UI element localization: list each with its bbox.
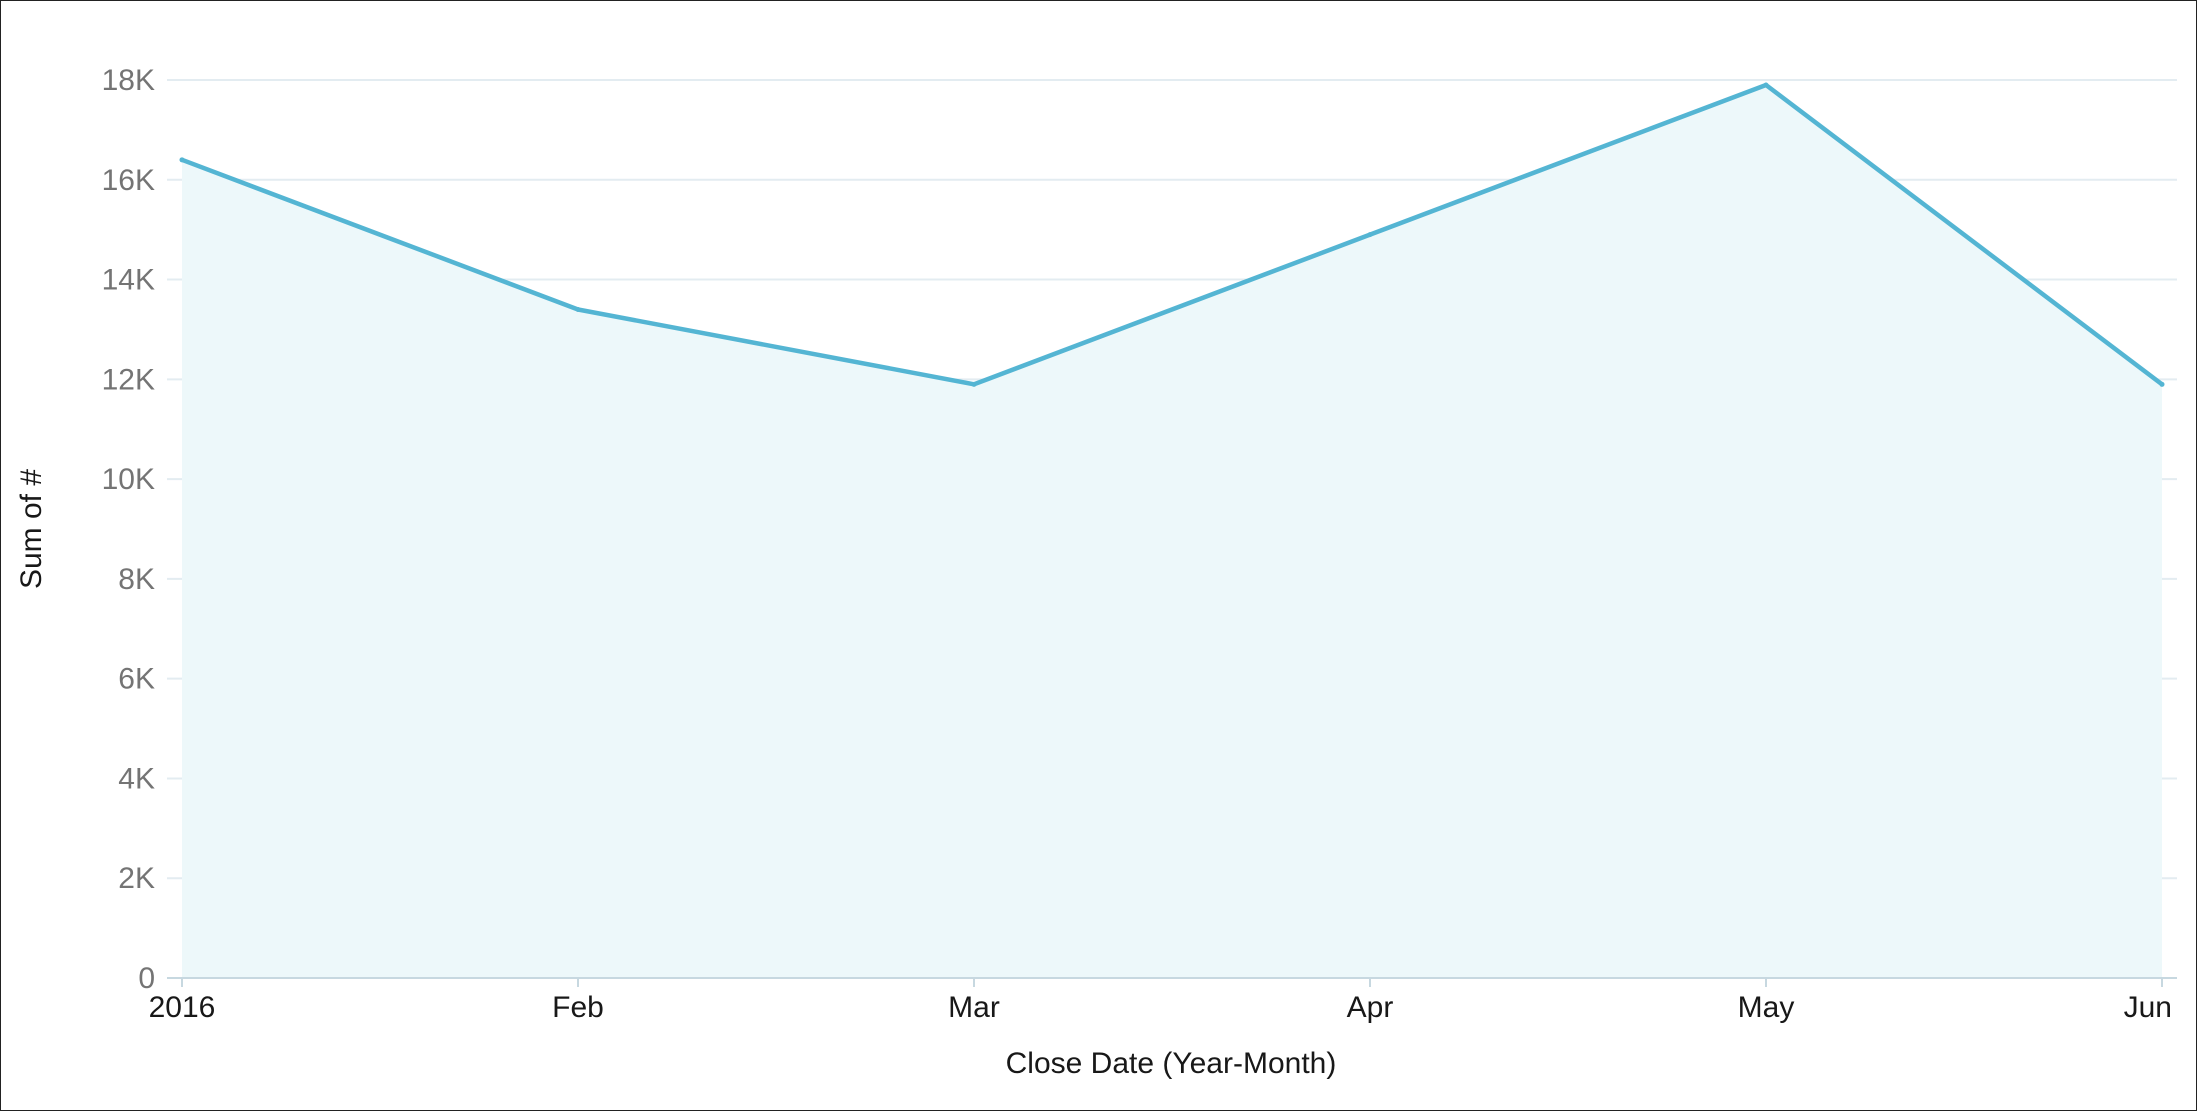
y-axis-title: Sum of #	[15, 469, 48, 589]
x-tick-label: Jun	[2124, 991, 2172, 1024]
y-tick-label: 12K	[102, 363, 155, 396]
x-tick-label: Feb	[552, 991, 604, 1024]
y-tick-label: 6K	[118, 663, 155, 696]
y-tick-label: 10K	[102, 463, 155, 496]
x-tick-label: May	[1738, 991, 1795, 1024]
data-point	[575, 306, 581, 312]
y-tick-label: 8K	[118, 563, 155, 596]
y-axis-ticks: 0 2K 4K 6K 8K 10K 12K 14K 16K 18K	[102, 64, 155, 995]
y-tick-label: 14K	[102, 264, 155, 297]
data-point	[1367, 232, 1373, 238]
y-tick-label: 4K	[118, 762, 155, 795]
x-tick-label: Apr	[1347, 991, 1394, 1024]
x-tick-label: Mar	[948, 991, 1000, 1024]
x-axis-title: Close Date (Year-Month)	[1006, 1047, 1337, 1080]
data-point	[971, 381, 977, 387]
y-tick-label: 18K	[102, 64, 155, 97]
series-line	[179, 82, 2165, 387]
y-tick-label: 2K	[118, 862, 155, 895]
area-fill	[182, 84, 2162, 978]
y-tick-label: 0	[138, 962, 155, 995]
data-point	[179, 157, 185, 163]
data-point	[2159, 381, 2165, 387]
data-point	[1763, 82, 1769, 88]
y-tick-label: 16K	[102, 164, 155, 197]
area-series	[179, 82, 2165, 978]
x-axis-ticks: 2016 Feb Mar Apr May Jun	[149, 978, 2172, 1024]
x-tick-label: 2016	[149, 991, 216, 1024]
